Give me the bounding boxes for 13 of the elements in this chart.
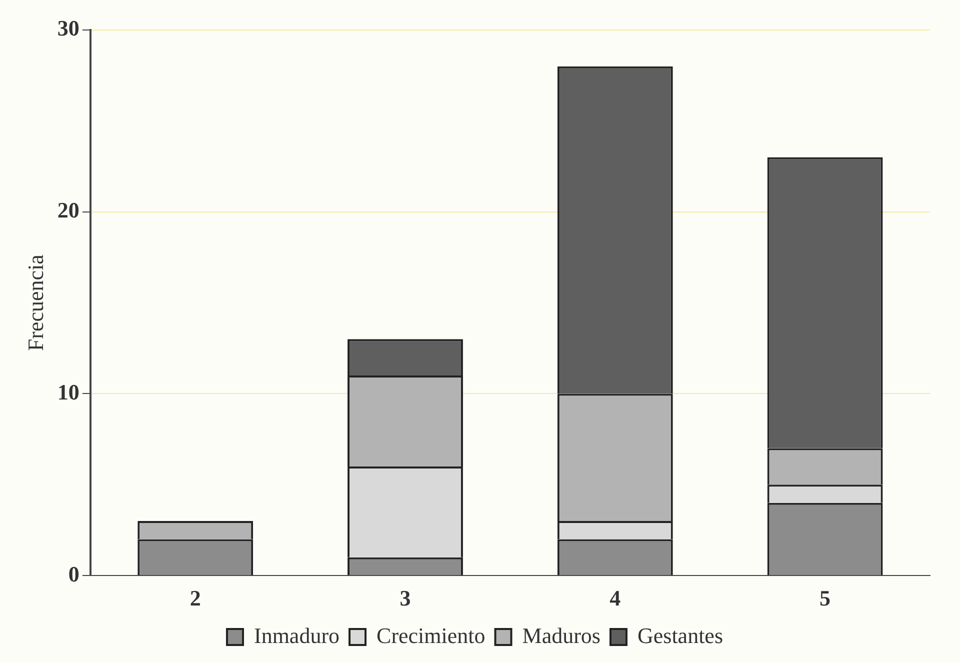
y-tick-label: 20 (57, 198, 80, 223)
y-tick-label: 30 (57, 16, 80, 41)
legend-label: Inmaduro (254, 622, 340, 648)
y-tick-label: 0 (68, 561, 80, 586)
legend-label: Maduros (522, 622, 600, 648)
x-tick-label: 5 (820, 585, 831, 610)
x-tick-label: 4 (610, 585, 621, 610)
y-tick-label: 10 (57, 379, 80, 404)
y-axis-title: Frecuencia (22, 254, 48, 352)
x-tick-label: 3 (400, 585, 411, 610)
x-tick-label: 2 (190, 585, 201, 610)
legend-label: Gestantes (637, 622, 724, 648)
legend-label: Crecimiento (376, 622, 486, 648)
